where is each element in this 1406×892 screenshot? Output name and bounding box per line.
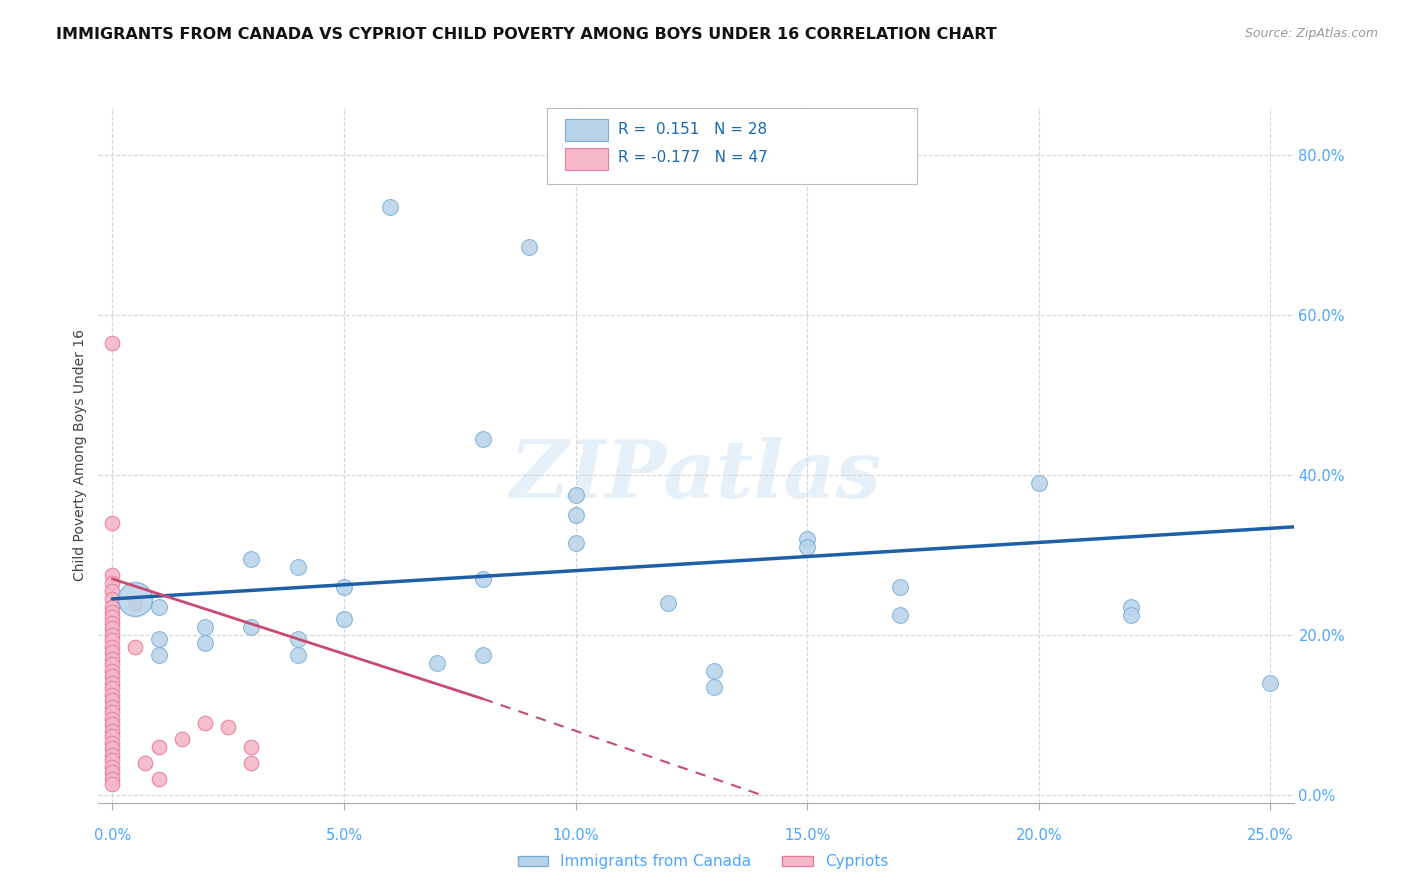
Point (471, 572, 494, 586)
Point (148, 739, 170, 754)
Point (333, 580, 356, 594)
Point (101, 567, 124, 582)
Point (703, 664, 725, 678)
Point (148, 599, 170, 614)
Text: R =  0.151   N = 28: R = 0.151 N = 28 (619, 122, 768, 136)
Point (194, 715, 217, 730)
Point (101, 712, 124, 726)
Text: IMMIGRANTS FROM CANADA VS CYPRIOT CHILD POVERTY AMONG BOYS UNDER 16 CORRELATION : IMMIGRANTS FROM CANADA VS CYPRIOT CHILD … (56, 27, 997, 42)
Point (101, 772, 124, 786)
Point (287, 632, 309, 646)
Point (333, 612, 356, 626)
Point (170, 731, 193, 746)
Point (101, 669, 124, 683)
Point (101, 516, 124, 530)
Point (657, 596, 679, 610)
Point (1121, 607, 1143, 622)
FancyBboxPatch shape (565, 119, 607, 141)
Point (287, 648, 309, 662)
Point (101, 723, 124, 738)
Point (101, 717, 124, 731)
Point (101, 652, 124, 666)
Point (889, 580, 911, 594)
Point (101, 335, 124, 350)
Point (124, 591, 146, 606)
Point (101, 765, 124, 780)
Point (148, 648, 170, 662)
Point (101, 610, 124, 624)
Point (101, 628, 124, 642)
Point (101, 622, 124, 636)
Point (1260, 676, 1282, 690)
Point (148, 772, 170, 786)
Point (101, 640, 124, 654)
Point (240, 739, 263, 754)
Point (471, 648, 494, 662)
Point (101, 583, 124, 598)
Point (101, 688, 124, 702)
Y-axis label: Child Poverty Among Boys Under 16: Child Poverty Among Boys Under 16 (73, 329, 87, 581)
Point (240, 756, 263, 770)
Text: 15.0%: 15.0% (785, 828, 831, 843)
Point (287, 560, 309, 574)
Text: 20.0%: 20.0% (1015, 828, 1062, 843)
Point (217, 720, 239, 734)
Point (101, 606, 124, 620)
Point (796, 540, 818, 554)
Point (889, 607, 911, 622)
Point (101, 693, 124, 707)
Point (796, 532, 818, 546)
Point (564, 508, 586, 522)
Text: ZIPatlas: ZIPatlas (510, 437, 882, 515)
Text: 0.0%: 0.0% (94, 828, 131, 843)
Text: 10.0%: 10.0% (553, 828, 599, 843)
Point (101, 591, 124, 606)
Point (240, 552, 263, 566)
Point (426, 656, 449, 670)
Point (101, 736, 124, 750)
Point (101, 615, 124, 630)
Point (101, 730, 124, 744)
Point (564, 488, 586, 502)
FancyBboxPatch shape (547, 109, 917, 184)
Point (1028, 475, 1050, 490)
Point (101, 747, 124, 762)
Point (101, 681, 124, 696)
Point (194, 636, 217, 650)
Point (380, 200, 402, 214)
FancyBboxPatch shape (565, 148, 607, 170)
Point (101, 575, 124, 590)
Point (240, 620, 263, 634)
Point (471, 432, 494, 446)
Point (101, 633, 124, 648)
Point (101, 676, 124, 690)
Text: Source: ZipAtlas.com: Source: ZipAtlas.com (1244, 27, 1378, 40)
Text: 25.0%: 25.0% (1247, 828, 1294, 843)
Point (101, 741, 124, 756)
Point (101, 777, 124, 791)
Point (148, 632, 170, 646)
Point (124, 596, 146, 610)
Point (124, 640, 146, 654)
Point (101, 699, 124, 714)
Text: 5.0%: 5.0% (325, 828, 363, 843)
Point (101, 599, 124, 614)
Point (703, 680, 725, 694)
Point (517, 240, 540, 254)
Point (101, 706, 124, 720)
Point (101, 760, 124, 774)
Point (101, 664, 124, 678)
Point (1121, 599, 1143, 614)
Point (564, 536, 586, 550)
Point (101, 645, 124, 659)
Point (101, 657, 124, 672)
Legend: Immigrants from Canada, Cypriots: Immigrants from Canada, Cypriots (512, 848, 894, 875)
Point (194, 620, 217, 634)
Point (101, 753, 124, 767)
Point (134, 756, 156, 770)
Text: R = -0.177   N = 47: R = -0.177 N = 47 (619, 151, 768, 165)
